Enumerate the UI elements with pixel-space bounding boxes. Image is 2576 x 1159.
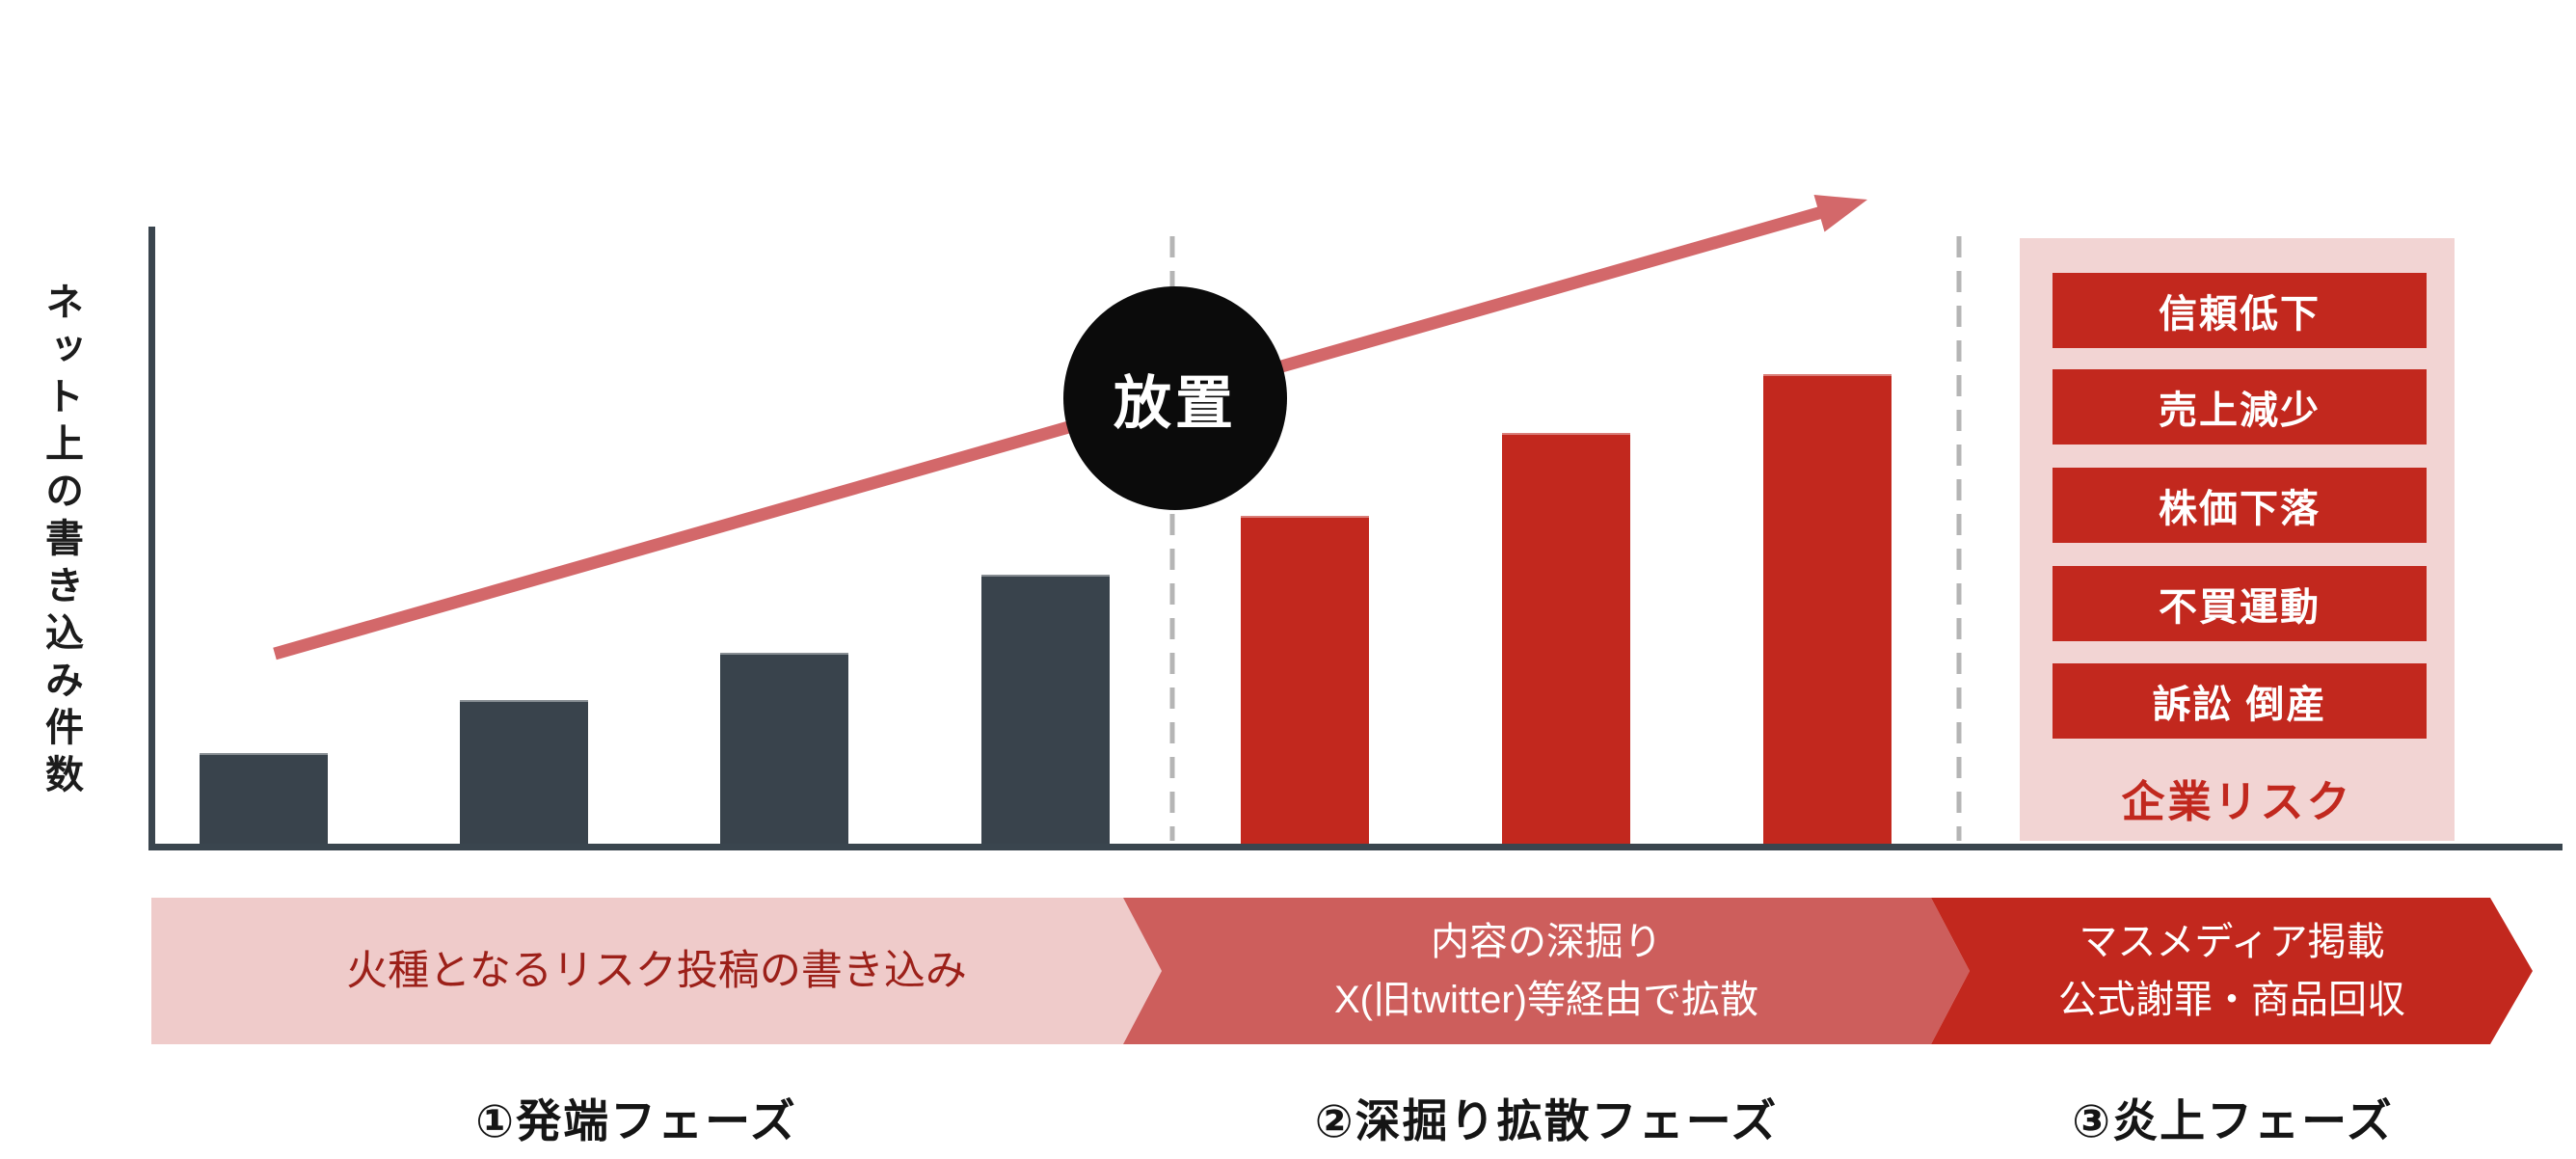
bar-phase2-1 xyxy=(1241,516,1369,844)
bar-phase1-2 xyxy=(460,700,588,844)
upward-trend-arrow-shaft xyxy=(273,205,1824,660)
risk-item-stock-drop: 株価下落 xyxy=(2053,468,2427,543)
chevron-phase1 xyxy=(151,898,1162,1044)
banner-phase3-line2: 公式謝罪・商品回収 xyxy=(2058,979,2405,1021)
y-axis-label: ネット上の書き込み件数 xyxy=(40,282,82,801)
bar-phase2-2 xyxy=(1502,433,1630,844)
risk-item-boycott: 不買運動 xyxy=(2053,566,2427,641)
risk-panel-caption: 企業リスク xyxy=(2121,777,2353,826)
bar-phase2-3 xyxy=(1763,374,1892,844)
corporate-risk-panel: 信頼低下 売上減少 株価下落 不買運動 訴訟 倒産 企業リスク xyxy=(2020,238,2455,841)
phase-label-1: ①発端フェーズ xyxy=(475,1095,797,1146)
banner-phase3: マスメディア掲載 公式謝罪・商品回収 xyxy=(1931,898,2533,1044)
banner-phase2: 内容の深掘り X(旧twitter)等経由で拡散 xyxy=(1123,898,1970,1044)
bar-phase1-1 xyxy=(200,753,328,844)
upward-trend-arrow-head xyxy=(1813,195,1867,232)
chevron-phase3 xyxy=(1931,898,2533,1044)
banner-phase2-line1: 内容の深掘り xyxy=(1431,921,1662,963)
risk-item-lawsuit-bankruptcy: 訴訟 倒産 xyxy=(2053,663,2427,739)
y-axis-line xyxy=(148,227,155,850)
banner-phase1: 火種となるリスク投稿の書き込み xyxy=(151,898,1162,1044)
chevron-phase2 xyxy=(1123,898,1970,1044)
neglect-label: 放置 xyxy=(1114,370,1237,436)
banner-phase1-line1: 火種となるリスク投稿の書き込み xyxy=(346,947,967,994)
bar-phase1-4 xyxy=(981,575,1110,844)
banner-phase2-line2: X(旧twitter)等経由で拡散 xyxy=(1334,979,1758,1021)
bar-phase1-3 xyxy=(720,653,848,844)
neglect-badge: 放置 xyxy=(1063,286,1287,510)
phase-label-3: ③炎上フェーズ xyxy=(2072,1095,2394,1146)
phase-label-2: ②深掘り拡散フェーズ xyxy=(1314,1095,1779,1146)
risk-item-trust-decline: 信頼低下 xyxy=(2053,273,2427,348)
banner-phase3-line1: マスメディア掲載 xyxy=(2079,921,2385,963)
risk-item-sales-decrease: 売上減少 xyxy=(2053,369,2427,445)
x-axis-line xyxy=(148,844,2563,850)
